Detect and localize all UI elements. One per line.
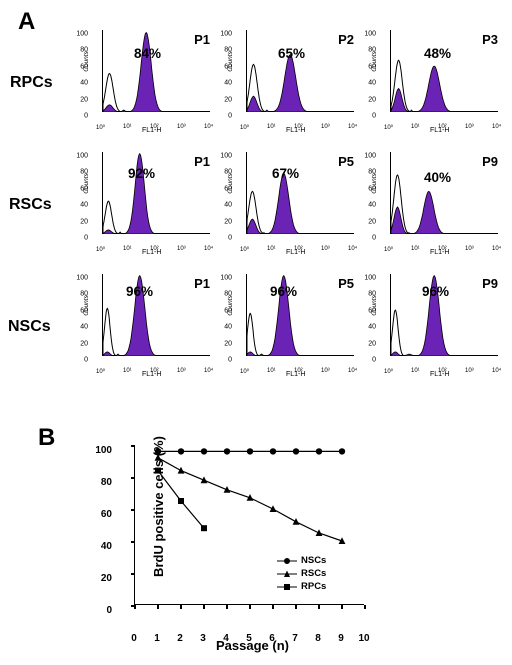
y-axis-label: Counts — [371, 173, 378, 194]
legend: NSCs RSCs RPCs — [277, 555, 326, 594]
row-label-rscs: RSCs — [9, 196, 52, 214]
histogram: P940%02040608010010⁰10¹10²10³10⁴CountsFL… — [366, 144, 504, 260]
histogram: P192%02040608010010⁰10¹10²10³10⁴CountsFL… — [78, 144, 216, 260]
legend-label: RPCs — [301, 581, 326, 592]
x-axis-label: FL1-H — [286, 249, 305, 256]
x-axis-label: FL1-H — [286, 127, 305, 134]
passage-label: P5 — [338, 154, 354, 169]
passage-label: P1 — [194, 276, 210, 291]
row-nscs: P196%02040608010010⁰10¹10²10³10⁴CountsFL… — [78, 266, 508, 382]
percentage-label: 84% — [134, 46, 161, 61]
passage-label: P1 — [194, 32, 210, 47]
line-chart: BrdU positive cells (%) Passage (n) 0204… — [80, 435, 380, 655]
histogram: P184%02040608010010⁰10¹10²10³10⁴CountsFL… — [78, 22, 216, 138]
y-axis-label: Counts — [83, 51, 90, 72]
percentage-label: 92% — [128, 166, 155, 181]
x-axis-label: FL1-H — [430, 371, 449, 378]
percentage-label: 67% — [272, 166, 299, 181]
histogram: P567%02040608010010⁰10¹10²10³10⁴CountsFL… — [222, 144, 360, 260]
passage-label: P3 — [482, 32, 498, 47]
percentage-label: 96% — [126, 284, 153, 299]
y-axis-label: Counts — [371, 295, 378, 316]
legend-item: RSCs — [277, 568, 326, 579]
percentage-label: 48% — [424, 46, 451, 61]
percentage-label: 96% — [422, 284, 449, 299]
x-axis-label: FL1-H — [142, 249, 161, 256]
x-axis-label: FL1-H — [430, 127, 449, 134]
histogram: P196%02040608010010⁰10¹10²10³10⁴CountsFL… — [78, 266, 216, 382]
y-axis-label: Counts — [227, 51, 234, 72]
legend-label: RSCs — [301, 568, 326, 579]
histogram: P996%02040608010010⁰10¹10²10³10⁴CountsFL… — [366, 266, 504, 382]
x-axis-label: FL1-H — [142, 127, 161, 134]
y-axis-label: Counts — [227, 295, 234, 316]
legend-label: NSCs — [301, 555, 326, 566]
histogram: P265%02040608010010⁰10¹10²10³10⁴CountsFL… — [222, 22, 360, 138]
row-label-nscs: NSCs — [8, 318, 51, 336]
legend-item: RPCs — [277, 581, 326, 592]
histogram: P348%02040608010010⁰10¹10²10³10⁴CountsFL… — [366, 22, 504, 138]
panel-b-label: B — [38, 424, 55, 452]
passage-label: P5 — [338, 276, 354, 291]
x-axis-label: FL1-H — [286, 371, 305, 378]
row-rpcs: P184%02040608010010⁰10¹10²10³10⁴CountsFL… — [78, 22, 508, 138]
panel-a-label: A — [18, 8, 35, 36]
passage-label: P9 — [482, 276, 498, 291]
percentage-label: 65% — [278, 46, 305, 61]
row-label-rpcs: RPCs — [10, 74, 53, 92]
y-axis-label: Counts — [227, 173, 234, 194]
passage-label: P1 — [194, 154, 210, 169]
y-axis-label: Counts — [371, 51, 378, 72]
y-axis-label: Counts — [83, 295, 90, 316]
percentage-label: 96% — [270, 284, 297, 299]
y-axis-label: Counts — [83, 173, 90, 194]
row-rscs: P192%02040608010010⁰10¹10²10³10⁴CountsFL… — [78, 144, 508, 260]
x-axis-label: FL1-H — [142, 371, 161, 378]
histogram: P596%02040608010010⁰10¹10²10³10⁴CountsFL… — [222, 266, 360, 382]
percentage-label: 40% — [424, 170, 451, 185]
legend-item: NSCs — [277, 555, 326, 566]
x-axis-label: FL1-H — [430, 249, 449, 256]
passage-label: P2 — [338, 32, 354, 47]
passage-label: P9 — [482, 154, 498, 169]
lc-plot-area: NSCs RSCs RPCs — [134, 445, 364, 605]
histogram-grid: P184%02040608010010⁰10¹10²10³10⁴CountsFL… — [78, 22, 508, 388]
